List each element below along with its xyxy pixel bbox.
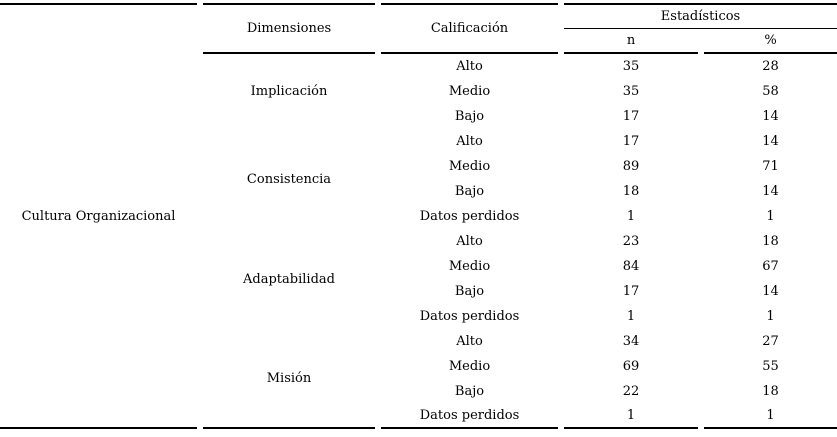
cell-n: 84	[622, 259, 640, 274]
cell-calificacion: Datos perdidos	[419, 209, 520, 224]
cell-calificacion: Alto	[456, 234, 483, 249]
header-row-1: Cultura Organizacional Dimensiones Calif…	[0, 3, 837, 429]
table-row: Misión Alto 34 27	[0, 329, 837, 429]
dimension-label-implicacion: Implicación	[250, 84, 328, 99]
cell-n: 1	[626, 309, 636, 324]
cell-percent: 28	[762, 59, 779, 74]
cell-percent: 18	[762, 384, 779, 399]
table-row: Bajo 17 14	[0, 104, 837, 129]
cell-calificacion: Bajo	[454, 109, 485, 124]
cell-calificacion: Bajo	[454, 284, 485, 299]
dimension-label-mision: Misión	[203, 329, 375, 429]
cell-n: 17	[622, 284, 640, 299]
cell-calificacion: Datos perdidos	[381, 404, 558, 429]
cell-percent: 55	[762, 359, 779, 374]
cell-percent: 14	[762, 134, 779, 149]
cell-calificacion: Bajo	[454, 384, 485, 399]
table-row: Bajo 22 18	[0, 379, 837, 404]
cell-calificacion: Medio	[448, 259, 491, 274]
dimension-label-adaptabilidad: Adaptabilidad	[243, 271, 335, 287]
cultura-organizacional-stats-table: Cultura Organizacional Dimensiones Calif…	[0, 3, 837, 429]
header-row-2: n %	[0, 29, 837, 54]
table-row: Medio 89 71	[0, 154, 837, 179]
cell-percent: 1	[766, 209, 775, 224]
table-row: Medio 84 67	[0, 254, 837, 279]
cell-n: 69	[622, 359, 640, 374]
cell-percent: 67	[762, 259, 779, 274]
cell-n: 89	[622, 159, 640, 174]
cell-calificacion: Datos perdidos	[419, 309, 520, 324]
cell-calificacion: Alto	[456, 334, 483, 349]
table-row: Medio 69 55	[0, 354, 837, 379]
cell-n: 35	[622, 84, 640, 99]
cell-n: 22	[622, 384, 640, 399]
cell-n: 17	[622, 109, 640, 124]
table-row: Datos perdidos 1 1	[0, 404, 837, 429]
cell-percent: 58	[762, 84, 779, 99]
cell-calificacion: Medio	[448, 84, 491, 99]
cell-n: 18	[622, 184, 640, 199]
cell-n: 35	[622, 59, 640, 74]
cell-percent: 1	[704, 404, 837, 429]
table-row: Datos perdidos 1 1	[0, 204, 837, 229]
table-row: Implicación Alto 35 28	[0, 54, 837, 99]
cell-calificacion: Medio	[448, 359, 491, 374]
dimension-label-consistencia: Consistencia	[246, 171, 332, 187]
cell-n: 17	[622, 134, 640, 149]
cell-calificacion: Bajo	[454, 184, 485, 199]
cell-n: 23	[622, 234, 640, 249]
table-row: Consistencia Alto 17 14	[0, 129, 837, 187]
header-n: n	[564, 29, 698, 54]
cell-n: 1	[626, 209, 636, 224]
table-row: Bajo 18 14	[0, 179, 837, 204]
table-row: Datos perdidos 1 1	[0, 304, 837, 329]
header-calificacion: Calificación	[381, 3, 558, 54]
cell-n: 1	[564, 404, 698, 429]
table-row: Medio 35 58	[0, 79, 837, 104]
cell-n: 34	[622, 334, 640, 349]
cell-percent: 71	[762, 159, 779, 174]
category-label: Cultura Organizacional	[0, 3, 197, 429]
header-dimensiones: Dimensiones	[203, 3, 375, 54]
cell-percent: 14	[762, 184, 779, 199]
cell-percent: 27	[762, 334, 779, 349]
cell-calificacion: Alto	[456, 134, 483, 149]
cell-calificacion: Medio	[448, 159, 491, 174]
header-percent: %	[704, 29, 837, 54]
header-estadisticos: Estadísticos	[564, 3, 837, 29]
cell-percent: 14	[762, 284, 779, 299]
cell-percent: 18	[762, 234, 779, 249]
table-row: Bajo 17 14	[0, 279, 837, 304]
cell-percent: 1	[766, 309, 775, 324]
cell-percent: 14	[762, 109, 779, 124]
table-row: Adaptabilidad Alto 23 18	[0, 229, 837, 287]
cell-calificacion: Alto	[456, 59, 483, 74]
